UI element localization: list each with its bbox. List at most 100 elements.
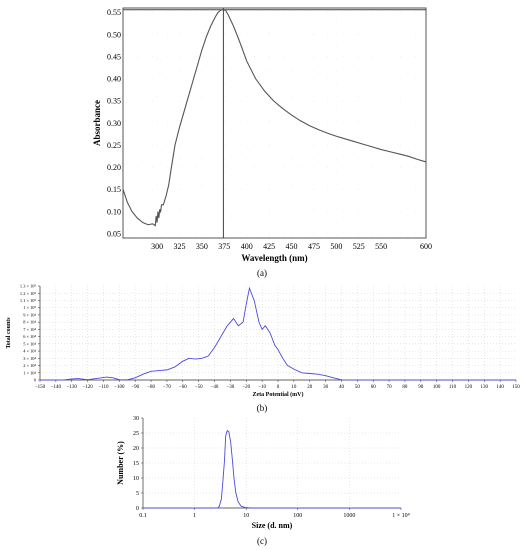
x-tick-label: 525: [353, 242, 365, 251]
x-tick-label: 10: [291, 385, 297, 390]
x-tick-label: 450: [286, 242, 298, 251]
x-tick-label: 80: [402, 385, 408, 390]
x-tick-label: 1 × 10⁴: [392, 513, 409, 519]
zeta-potential-axes: [39, 286, 516, 381]
x-tick-label: 10: [243, 513, 249, 519]
y-tick-label: 30: [133, 416, 139, 422]
zeta-potential-chart: −150 −140 −130 −120 −110 −100 −90 −80 −70 −60 −50−…: [6, 284, 520, 413]
x-tick-label: −140: [51, 385, 62, 390]
x-tick-label: 150: [512, 385, 520, 390]
y-tick-label: 15: [133, 461, 139, 467]
size-distribution-x-axis-title: Size (d. nm): [252, 521, 293, 530]
y-tick-label: 1.2 × 10⁵: [20, 291, 37, 296]
x-tick-label: 30: [323, 385, 329, 390]
x-tick-label: 375: [218, 242, 230, 251]
x-tick-label: −120: [82, 385, 93, 390]
x-tick-label: −130: [67, 385, 78, 390]
y-tick-label: 0.30: [107, 119, 121, 128]
size-distribution-y-axis-title: Number (%): [116, 441, 125, 485]
zeta-potential-x-ticks: −150 −140 −130 −120 −110 −100 −90 −80 −70 −60 −50−…: [35, 380, 520, 390]
x-tick-label: 100: [433, 385, 441, 390]
x-tick-label: −110: [98, 385, 109, 390]
x-tick-label: 90: [418, 385, 424, 390]
y-tick-label: 0.20: [107, 163, 121, 172]
x-tick-label: −10: [258, 385, 266, 390]
y-tick-label: 0.10: [107, 207, 121, 216]
x-tick-label: 40: [339, 385, 345, 390]
absorbance-chart: 300 325 350 375 400 425 450 475 500 525 550 600 0.0…: [92, 7, 432, 278]
x-tick-label: 140: [496, 385, 504, 390]
y-tick-label: 3 × 10⁴: [23, 356, 36, 361]
y-tick-label: 0.40: [107, 75, 121, 84]
x-tick-label: 500: [330, 242, 342, 251]
x-tick-label: 100: [293, 513, 302, 519]
y-tick-label: 0.45: [107, 52, 121, 61]
y-tick-label: 25: [133, 431, 139, 437]
absorbance-x-ticks: 300 325 350 375 400 425 450 475 500 525 550 600: [151, 242, 432, 251]
zeta-potential-y-axis-title: Total counts: [6, 317, 12, 349]
size-distribution-series-line: [143, 429, 401, 509]
x-tick-label: −70: [163, 385, 171, 390]
x-tick-label: 0.1: [139, 513, 147, 519]
zeta-potential-grid: [40, 286, 516, 380]
x-tick-label: −100: [114, 385, 125, 390]
y-tick-label: 2 × 10⁴: [23, 363, 36, 368]
absorbance-plot-frame: [122, 7, 427, 239]
panel-label-b: (b): [257, 403, 268, 413]
panel-label-c: (c): [257, 536, 267, 546]
absorbance-peak-cursor: [123, 8, 426, 238]
y-tick-label: 0: [34, 378, 37, 383]
size-distribution-chart: 0.1 1 10 100 1000 1 × 10⁴ 0 5 10 15 20 25 30 Size (…: [116, 416, 410, 546]
absorbance-series-line: [122, 8, 427, 227]
y-tick-label: 1.3 × 10⁵: [20, 284, 37, 289]
size-distribution-y-ticks: 0 5 10 15 20 25 30: [133, 416, 143, 512]
x-tick-label: −40: [211, 385, 219, 390]
x-tick-label: 60: [371, 385, 377, 390]
y-tick-label: 8 × 10⁴: [23, 320, 36, 325]
y-tick-label: 5: [136, 491, 139, 497]
y-tick-label: 1 × 10⁴: [23, 370, 36, 375]
x-tick-label: −80: [147, 385, 155, 390]
y-tick-label: 20: [133, 446, 139, 452]
x-tick-label: 70: [387, 385, 393, 390]
x-tick-label: −50: [195, 385, 203, 390]
absorbance-y-ticks: 0.05 0.10 0.15 0.20 0.25 0.30 0.35 0.40 0.45 0.50…: [107, 8, 121, 238]
y-tick-label: 4 × 10⁴: [23, 349, 36, 354]
x-tick-label: 50: [355, 385, 361, 390]
x-tick-label: 325: [173, 242, 185, 251]
y-tick-label: 1 × 10⁵: [23, 305, 36, 310]
y-tick-label: 0.55: [107, 8, 121, 17]
zeta-potential-x-axis-title: Zeta Potential (mV): [253, 391, 304, 398]
x-tick-label: −90: [131, 385, 139, 390]
panel-label-a: (a): [257, 268, 267, 278]
x-tick-label: −30: [226, 385, 234, 390]
x-tick-label: 300: [151, 242, 163, 251]
y-tick-label: 0.15: [107, 185, 121, 194]
x-tick-label: 120: [465, 385, 473, 390]
x-tick-label: 600: [420, 242, 432, 251]
size-distribution-grid: [143, 418, 401, 508]
x-tick-label: −20: [242, 385, 250, 390]
x-tick-label: 425: [263, 242, 275, 251]
absorbance-y-axis-title: Absorbance: [92, 100, 102, 146]
y-tick-label: 6 × 10⁴: [23, 334, 36, 339]
x-tick-label: −60: [179, 385, 187, 390]
x-tick-label: 0: [277, 385, 280, 390]
y-tick-label: 0.05: [107, 229, 121, 238]
y-tick-label: 7 × 10⁴: [23, 327, 36, 332]
size-distribution-x-ticks: 0.1 1 10 100 1000 1 × 10⁴: [139, 508, 410, 519]
y-tick-label: 0.50: [107, 30, 121, 39]
x-tick-label: 110: [449, 385, 457, 390]
x-tick-label: 1000: [343, 513, 355, 519]
x-tick-label: 1: [193, 513, 196, 519]
absorbance-grid: [123, 8, 426, 238]
x-tick-label: 550: [375, 242, 387, 251]
y-tick-label: 1.1 × 10⁵: [20, 298, 37, 303]
y-tick-label: 10: [133, 476, 139, 482]
zeta-potential-series-line: [40, 286, 516, 381]
y-tick-label: 9 × 10⁴: [23, 312, 36, 317]
x-tick-label: 130: [481, 385, 489, 390]
x-tick-label: 350: [196, 242, 208, 251]
x-tick-label: 400: [241, 242, 253, 251]
